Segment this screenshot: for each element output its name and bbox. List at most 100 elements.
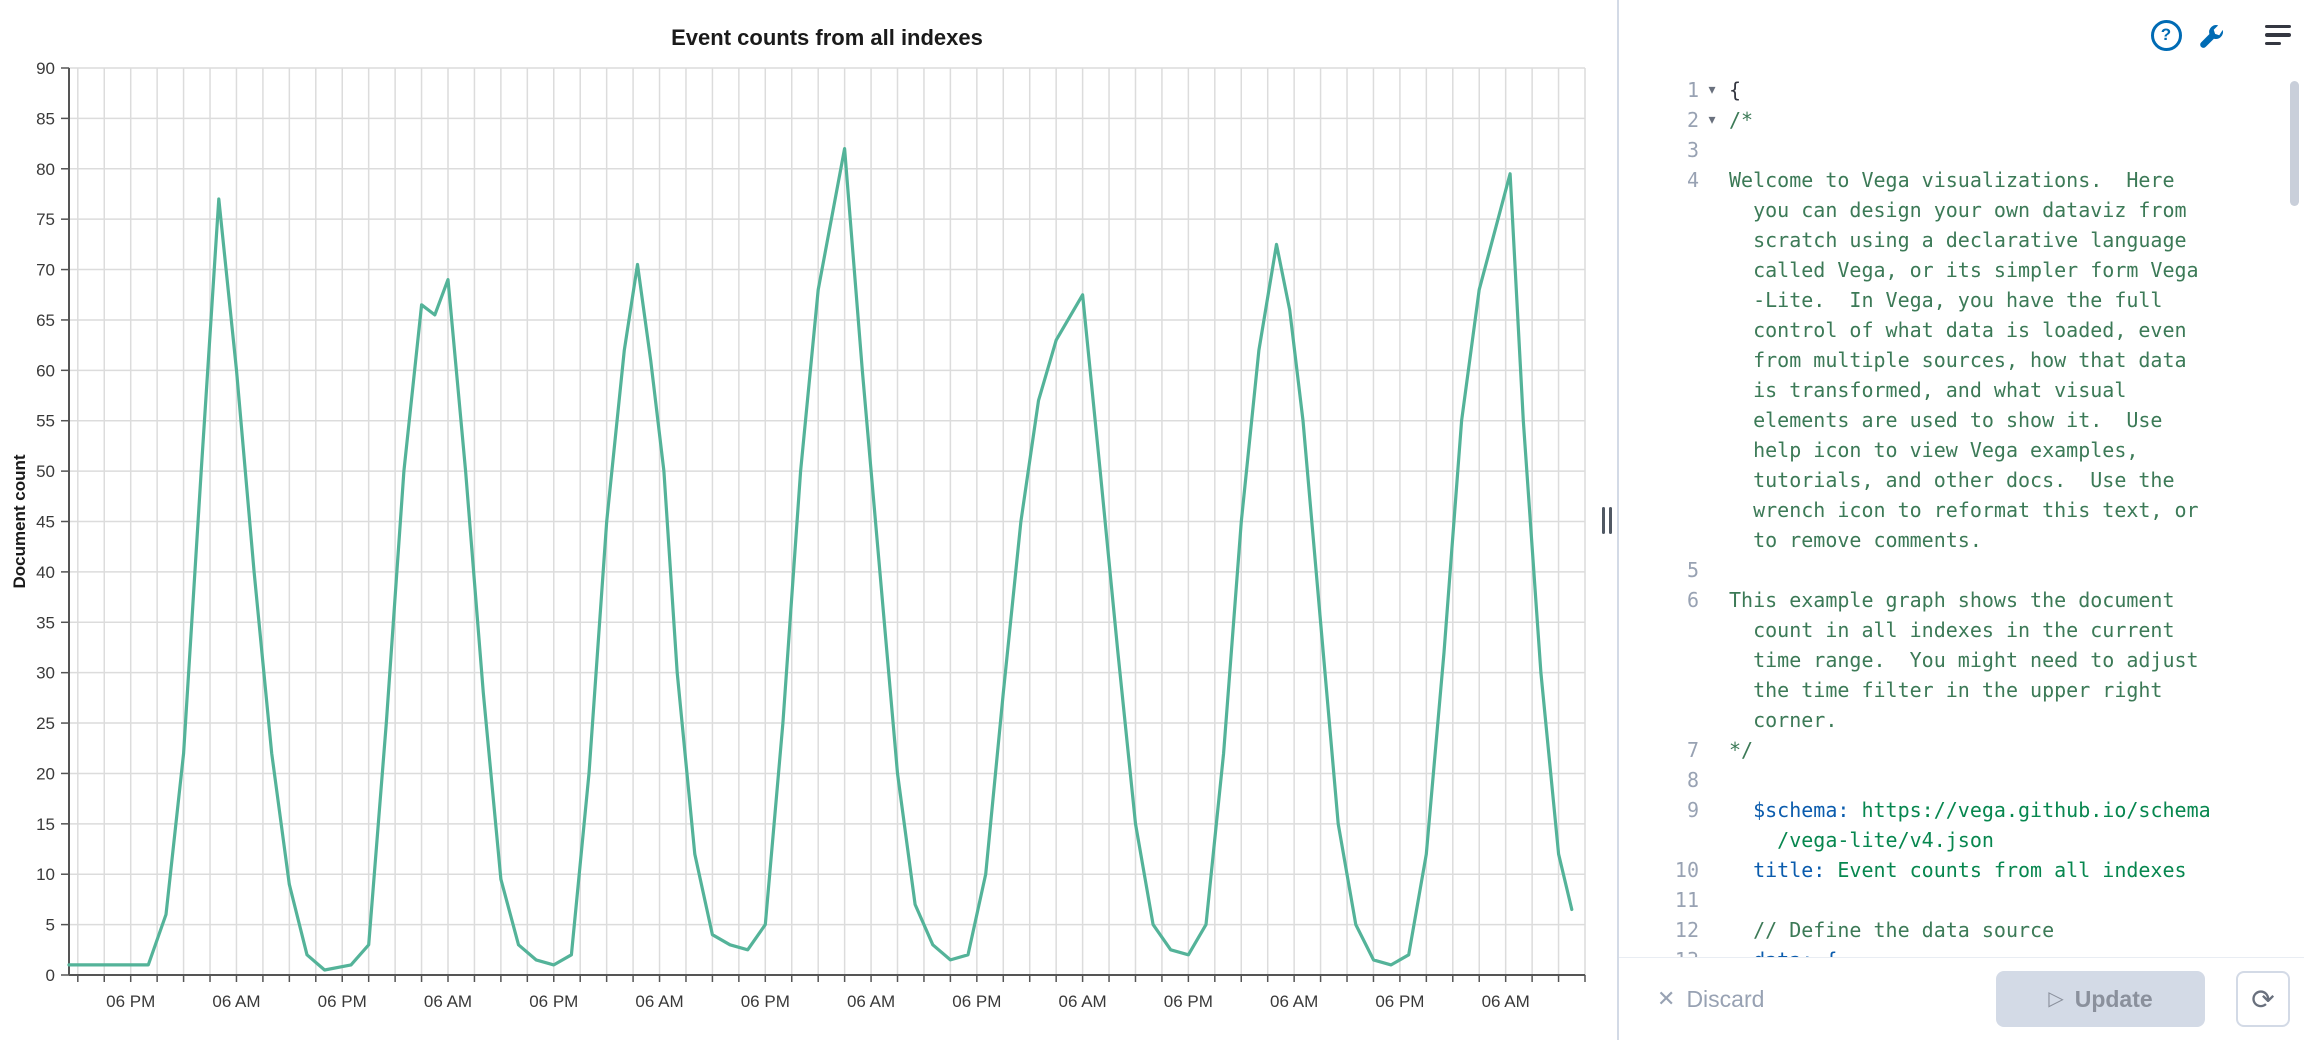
code-text: This example graph shows the document	[1729, 588, 2175, 612]
line-number	[1619, 705, 1699, 735]
code-line: count in all indexes in the current	[1619, 615, 2304, 645]
fold-spacer	[1699, 195, 1725, 225]
code-line: scratch using a declarative language	[1619, 225, 2304, 255]
code-line: to remove comments.	[1619, 525, 2304, 555]
line-number: 7	[1686, 738, 1699, 762]
y-axis-tick-label: 20	[36, 764, 55, 783]
refresh-button[interactable]: ⟳	[2236, 971, 2290, 1027]
line-number: 9	[1686, 798, 1699, 822]
code-text: /*	[1729, 108, 1754, 132]
fold-spacer	[1699, 165, 1725, 195]
code-text: {	[1729, 78, 1742, 102]
code-text: /vega-lite/v4.json	[1729, 828, 1994, 852]
code-line: wrench icon to reformat this text, or	[1619, 495, 2304, 525]
code-line: 7 */	[1619, 735, 2304, 765]
code-line: corner.	[1619, 705, 2304, 735]
code-line: 12 // Define the data source	[1619, 915, 2304, 945]
line-number: 5	[1686, 558, 1699, 582]
fold-spacer	[1699, 645, 1725, 675]
fold-spacer	[1699, 225, 1725, 255]
code-text: Welcome to Vega visualizations. Here	[1729, 168, 2175, 192]
y-axis-tick-label: 90	[36, 59, 55, 78]
y-axis-tick-label: 65	[36, 311, 55, 330]
fold-spacer	[1699, 825, 1725, 855]
editor-footer: ✕ Discard ▷ Update ⟳	[1619, 957, 2304, 1040]
fold-arrow-icon[interactable]: ▾	[1708, 82, 1716, 98]
fold-spacer	[1699, 705, 1725, 735]
fold-spacer	[1699, 585, 1725, 615]
editor-scrollbar[interactable]	[2290, 81, 2299, 206]
resize-grip-icon	[1601, 506, 1612, 534]
fold-spacer	[1699, 345, 1725, 375]
code-text	[1725, 885, 1729, 915]
fold-spacer	[1699, 555, 1725, 585]
editor-options-button[interactable]	[2259, 16, 2297, 54]
y-axis-tick-label: 5	[46, 916, 55, 935]
code-text: $schema: https://vega.github.io/schema	[1729, 798, 2211, 822]
panel-resize-handle[interactable]	[1596, 0, 1617, 1040]
code-text: time range. You might need to adjust	[1729, 648, 2199, 672]
x-axis-tick-label: 06 AM	[847, 992, 895, 1011]
code-text: the time filter in the upper right	[1729, 678, 2163, 702]
line-number	[1619, 195, 1699, 225]
code-line: tutorials, and other docs. Use the	[1619, 465, 2304, 495]
y-axis-tick-label: 50	[36, 462, 55, 481]
line-number	[1619, 255, 1699, 285]
y-axis-tick-label: 35	[36, 613, 55, 632]
line-number	[1619, 225, 1699, 255]
fold-spacer	[1699, 315, 1725, 345]
update-button[interactable]: ▷ Update	[1996, 971, 2205, 1027]
code-line: /vega-lite/v4.json	[1619, 825, 2304, 855]
discard-button[interactable]: ✕ Discard	[1657, 958, 1764, 1040]
code-text	[1725, 555, 1729, 585]
x-axis-tick-label: 06 PM	[952, 992, 1001, 1011]
help-button[interactable]: ?	[2147, 16, 2185, 54]
y-axis-tick-label: 45	[36, 513, 55, 532]
code-text: is transformed, and what visual	[1729, 378, 2127, 402]
line-number	[1619, 435, 1699, 465]
discard-label: Discard	[1686, 985, 1765, 1012]
code-text: to remove comments.	[1729, 528, 1982, 552]
reformat-wrench-button[interactable]	[2192, 16, 2230, 54]
line-number	[1619, 405, 1699, 435]
line-number: 2	[1686, 108, 1699, 132]
fold-spacer	[1699, 735, 1725, 765]
code-line: help icon to view Vega examples,	[1619, 435, 2304, 465]
y-axis-tick-label: 15	[36, 815, 55, 834]
code-line: 5	[1619, 555, 2304, 585]
help-icon: ?	[2150, 19, 2182, 51]
code-text: tutorials, and other docs. Use the	[1729, 468, 2175, 492]
y-axis-tick-label: 75	[36, 210, 55, 229]
line-number	[1619, 645, 1699, 675]
line-number	[1619, 495, 1699, 525]
line-number	[1619, 675, 1699, 705]
line-number	[1619, 615, 1699, 645]
x-axis-tick-label: 06 AM	[1482, 992, 1530, 1011]
code-line: the time filter in the upper right	[1619, 675, 2304, 705]
x-axis-tick-label: 06 PM	[741, 992, 790, 1011]
code-text: count in all indexes in the current	[1729, 618, 2175, 642]
line-series	[67, 147, 1574, 972]
code-line: 2 ▾ /*	[1619, 105, 2304, 135]
code-line: 11	[1619, 885, 2304, 915]
x-axis-tick-label: 06 PM	[1375, 992, 1424, 1011]
y-axis-tick-label: 10	[36, 865, 55, 884]
vega-spec-editor[interactable]: 1 ▾ {2 ▾ /* 3 4 Welcome to Vega visualizations.…	[1619, 75, 2304, 1040]
line-number	[1619, 375, 1699, 405]
code-text: from multiple sources, how that data	[1729, 348, 2187, 372]
fold-arrow-icon[interactable]: ▾	[1708, 112, 1716, 128]
line-number: 11	[1674, 888, 1699, 912]
line-number: 3	[1686, 138, 1699, 162]
code-line: 4 Welcome to Vega visualizations. Here	[1619, 165, 2304, 195]
line-number	[1619, 465, 1699, 495]
code-text: corner.	[1729, 708, 1838, 732]
chart-title: Event counts from all indexes	[671, 25, 983, 50]
code-text: called Vega, or its simpler form Vega	[1729, 258, 2199, 282]
fold-spacer	[1699, 795, 1725, 825]
code-line: time range. You might need to adjust	[1619, 645, 2304, 675]
fold-spacer	[1699, 615, 1725, 645]
fold-spacer	[1699, 855, 1725, 885]
code-line: -Lite. In Vega, you have the full	[1619, 285, 2304, 315]
line-number: 1	[1686, 78, 1699, 102]
code-line: from multiple sources, how that data	[1619, 345, 2304, 375]
